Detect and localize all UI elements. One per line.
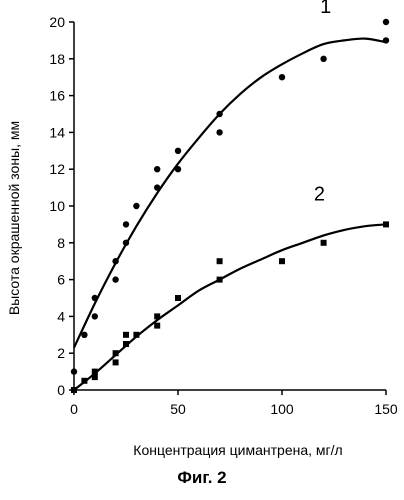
x-axis-label: Концентрация цимантрена, мг/л bbox=[133, 442, 342, 458]
axes bbox=[73, 22, 386, 391]
series-1-point bbox=[216, 129, 223, 136]
series-2-point bbox=[123, 341, 129, 347]
series-2-point bbox=[320, 239, 327, 246]
series-1-point bbox=[174, 147, 182, 154]
series-1-point bbox=[133, 202, 140, 210]
x-tick-label: 0 bbox=[70, 401, 78, 417]
y-tick-label: 12 bbox=[49, 161, 65, 177]
series-2-point bbox=[216, 276, 223, 283]
series-1-point bbox=[91, 294, 99, 302]
x-tick-label: 100 bbox=[270, 401, 294, 417]
series-2-point bbox=[112, 350, 119, 357]
series-2-point bbox=[175, 295, 181, 301]
series-1-point bbox=[216, 110, 223, 118]
markers bbox=[70, 18, 390, 393]
y-tick-label: 16 bbox=[49, 88, 65, 104]
series-2-trend-line bbox=[73, 223, 387, 391]
y-tick-label: 10 bbox=[49, 198, 65, 214]
series-2-point bbox=[216, 258, 223, 265]
y-axis-label: Высота окрашенной зоны, мм bbox=[6, 121, 22, 315]
series-1-label: 1 bbox=[320, 0, 331, 18]
ticks: 0 2 4 6 8 10 12 14 16 18 20 0 50 100 150 bbox=[49, 14, 397, 417]
series-1-point bbox=[382, 37, 390, 44]
y-tick-label: 14 bbox=[49, 124, 65, 140]
x-tick-label: 150 bbox=[374, 401, 398, 417]
labels: Концентрация цимантрена, мг/л Высота окра… bbox=[6, 0, 343, 458]
series-1-point bbox=[320, 55, 327, 62]
series-1-point bbox=[154, 184, 161, 191]
series-1-point bbox=[174, 166, 182, 173]
series-2-point bbox=[154, 313, 161, 320]
series-1-point bbox=[382, 18, 390, 26]
y-tick-label: 18 bbox=[49, 51, 65, 67]
series-1-point bbox=[112, 276, 119, 283]
y-tick-label: 6 bbox=[57, 272, 65, 288]
series-2-point bbox=[71, 387, 77, 393]
series-2-point bbox=[91, 368, 98, 375]
series-1-point bbox=[122, 221, 130, 228]
y-tick-label: 8 bbox=[57, 235, 65, 251]
y-tick-label: 20 bbox=[49, 14, 65, 30]
figure-caption: Фиг. 2 bbox=[177, 468, 227, 487]
series-2-label: 2 bbox=[314, 183, 325, 205]
series-2-point bbox=[112, 359, 119, 366]
series-1-point bbox=[81, 331, 88, 338]
series-2-point bbox=[279, 258, 285, 265]
series-1-trend-line bbox=[73, 37, 387, 349]
series-2-point bbox=[383, 221, 389, 228]
series-2-point bbox=[154, 322, 161, 329]
y-tick-label: 4 bbox=[57, 308, 65, 324]
curves bbox=[73, 37, 387, 391]
series-1-point bbox=[122, 239, 130, 246]
series-1-point bbox=[278, 74, 286, 81]
y-tick-label: 0 bbox=[57, 382, 65, 398]
series-1-point bbox=[91, 313, 99, 320]
series-2-point bbox=[133, 331, 140, 338]
y-tick-label: 2 bbox=[57, 345, 65, 361]
series-2-point bbox=[81, 377, 88, 384]
series-2-point bbox=[91, 374, 98, 381]
x-tick-label: 50 bbox=[170, 401, 186, 417]
series-1-point bbox=[154, 166, 161, 173]
series-1-point bbox=[112, 258, 119, 265]
series-2-point bbox=[123, 331, 129, 338]
series-1-point bbox=[70, 368, 78, 375]
